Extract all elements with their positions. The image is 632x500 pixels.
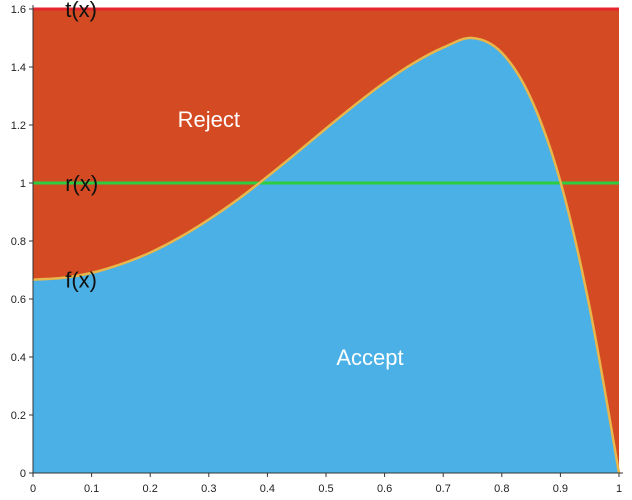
y-tick-label: 0.6 (11, 294, 26, 306)
annotations: t(x) r(x) f(x) Reject Accept (65, 0, 403, 370)
region-label-accept: Accept (336, 345, 403, 370)
curve-label: f(x) (65, 268, 97, 293)
x-tick-label: 0.1 (84, 483, 99, 495)
x-tick-label: 0.5 (318, 483, 333, 495)
y-tick-label: 1 (20, 178, 26, 190)
curve-label: t(x) (65, 0, 97, 22)
y-tick-label: 0.4 (11, 352, 26, 364)
y-tick-label: 0.8 (11, 236, 26, 248)
x-tick-label: 1 (616, 483, 622, 495)
x-tick-label: 0.9 (553, 483, 568, 495)
y-tick-label: 0 (20, 468, 26, 480)
curve-label: r(x) (65, 171, 98, 196)
series-lines (32, 7, 621, 474)
f-curve (32, 36, 621, 474)
x-tick-label: 0.6 (377, 483, 392, 495)
y-tick-label: 1.2 (11, 120, 26, 132)
tick-labels: 0 0.1 0.2 0.3 0.4 0.5 0.6 0.7 0.8 0.9 1 0 0.2 0.4 0.6 0… (11, 4, 622, 495)
y-tick-label: 1.6 (11, 4, 26, 16)
fill-regions (33, 9, 619, 473)
accept-region (33, 37, 619, 473)
x-tick-label: 0.2 (143, 483, 158, 495)
x-tick-label: 0 (30, 483, 36, 495)
x-tick-label: 0.4 (260, 483, 275, 495)
y-tick-label: 1.4 (11, 62, 26, 74)
axes (32, 5, 623, 474)
x-tick-label: 0.8 (494, 483, 509, 495)
y-tick-label: 0.2 (11, 410, 26, 422)
x-tick-label: 0.7 (436, 483, 451, 495)
region-label-reject: Reject (178, 107, 240, 132)
x-tick-label: 0.3 (201, 483, 216, 495)
